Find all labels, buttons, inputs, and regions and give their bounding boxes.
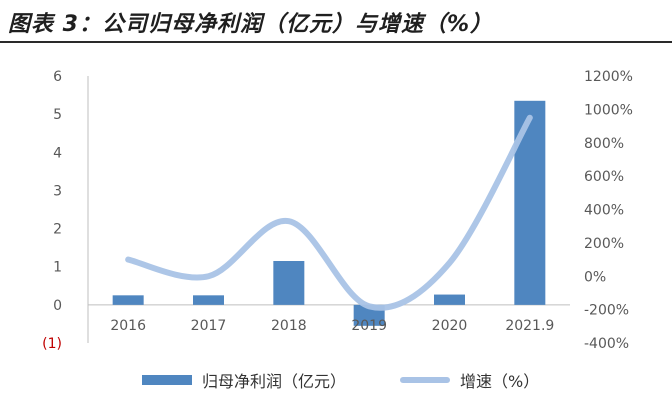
y-left-tick-label: 5: [53, 107, 62, 123]
x-tick-label: 2021.9: [505, 318, 554, 334]
y-right-tick-label: 1000%: [584, 102, 633, 118]
y-left-tick-label: 3: [53, 183, 62, 199]
y-right-tick-label: -200%: [584, 303, 629, 319]
x-tick-label: 2019: [351, 318, 387, 334]
legend-item-line: 增速（%）: [400, 368, 539, 392]
growth-rate-line: [125, 114, 533, 311]
x-tick-label: 2018: [271, 318, 307, 334]
bar-2016: [112, 295, 144, 305]
y-left-tick-label: (1): [42, 336, 62, 352]
bar-2017: [193, 295, 224, 305]
y-right-tick-label: 400%: [584, 203, 624, 219]
chart-title-bar: 图表 3：公司归母净利润（亿元）与增速（%）: [0, 0, 672, 44]
chart-title: 图表 3：公司归母净利润（亿元）与增速（%）: [8, 12, 494, 37]
bar-2020: [434, 294, 465, 305]
y-left-tick-label: 4: [53, 145, 62, 161]
y-left-tick-label: 1: [53, 260, 62, 276]
y-right-tick-label: 600%: [584, 169, 624, 185]
chart-plot: (1) 0 1 2 3 4 5 6 -400% -200% 0% 200% 400% 600% 800% 10…: [42, 69, 633, 352]
chart-legend: 归母净利润（亿元） 增速（%）: [0, 368, 672, 398]
title-underline: [0, 41, 672, 43]
x-tick-label: 2017: [191, 318, 227, 334]
legend-swatch-bar: [142, 375, 192, 385]
x-tick-label: 2016: [110, 318, 146, 334]
legend-label-bar: 归母净利润（亿元）: [202, 372, 347, 391]
y-left-tick-label: 0: [53, 298, 62, 314]
y-right-tick-label: 1200%: [584, 69, 633, 85]
legend-item-bar: 归母净利润（亿元）: [142, 368, 346, 392]
y-right-tick-label: 200%: [584, 236, 624, 252]
bar-2021.9: [514, 100, 546, 305]
legend-swatch-line: [400, 377, 450, 383]
bar-2018: [273, 260, 305, 305]
legend-label-line: 增速（%）: [460, 372, 540, 391]
y-right-tick-label: 800%: [584, 136, 624, 152]
x-tick-label: 2020: [432, 318, 468, 334]
y-right-tick-label: -400%: [584, 336, 629, 352]
y-left-tick-label: 2: [53, 222, 62, 238]
y-left-tick-label: 6: [53, 69, 62, 85]
y-right-tick-label: 0%: [584, 269, 606, 285]
